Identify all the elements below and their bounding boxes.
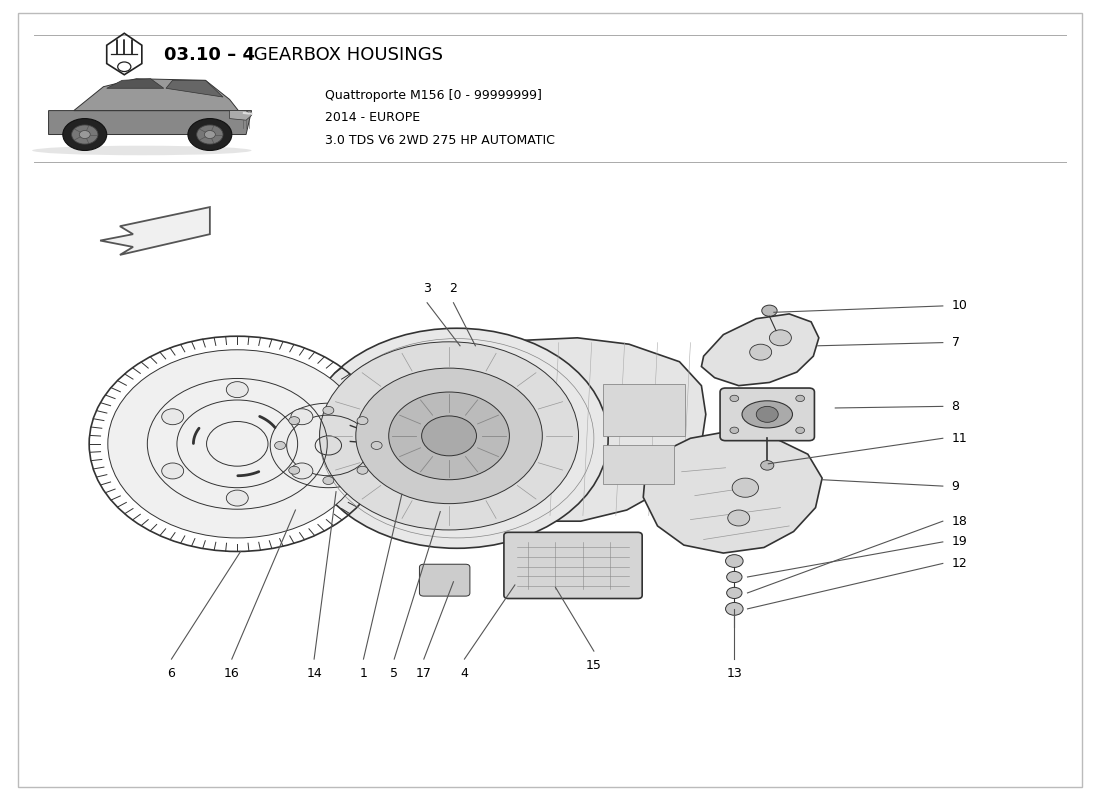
Circle shape	[323, 477, 333, 485]
Circle shape	[757, 406, 778, 422]
Circle shape	[108, 350, 366, 538]
Text: 13: 13	[726, 667, 742, 680]
Text: 7: 7	[952, 336, 959, 349]
Circle shape	[730, 427, 739, 434]
FancyBboxPatch shape	[504, 532, 642, 598]
Circle shape	[726, 602, 744, 615]
Circle shape	[227, 382, 249, 398]
Ellipse shape	[742, 401, 792, 428]
Circle shape	[227, 490, 249, 506]
Circle shape	[162, 463, 184, 479]
Text: Quattroporte M156 [0 - 99999999]: Quattroporte M156 [0 - 99999999]	[326, 89, 542, 102]
Circle shape	[761, 461, 773, 470]
Circle shape	[388, 392, 509, 480]
Polygon shape	[100, 207, 210, 255]
Text: 1: 1	[360, 667, 367, 680]
Text: 3: 3	[424, 282, 431, 294]
FancyBboxPatch shape	[720, 388, 814, 441]
Circle shape	[769, 330, 791, 346]
Circle shape	[726, 554, 744, 567]
Circle shape	[306, 328, 608, 548]
Polygon shape	[166, 80, 223, 97]
Circle shape	[271, 403, 386, 488]
Circle shape	[421, 416, 476, 456]
Circle shape	[290, 409, 312, 425]
Circle shape	[205, 130, 216, 138]
Circle shape	[371, 442, 382, 450]
Circle shape	[320, 342, 579, 530]
Text: 18: 18	[952, 514, 968, 528]
Circle shape	[290, 463, 312, 479]
Circle shape	[762, 305, 777, 316]
FancyBboxPatch shape	[603, 384, 685, 436]
Text: 5: 5	[390, 667, 398, 680]
Text: 9: 9	[952, 479, 959, 493]
Text: 2: 2	[450, 282, 458, 294]
Circle shape	[323, 406, 333, 414]
Circle shape	[197, 125, 223, 144]
Text: 15: 15	[586, 659, 602, 672]
FancyBboxPatch shape	[419, 564, 470, 596]
Text: 12: 12	[952, 557, 967, 570]
Circle shape	[727, 571, 742, 582]
Text: 03.10 – 4: 03.10 – 4	[164, 46, 255, 64]
FancyBboxPatch shape	[603, 446, 674, 484]
Circle shape	[358, 466, 368, 474]
Text: 10: 10	[952, 299, 968, 313]
Text: 4: 4	[461, 667, 469, 680]
Circle shape	[275, 442, 286, 450]
Text: 16: 16	[224, 667, 240, 680]
Polygon shape	[230, 110, 252, 120]
Polygon shape	[48, 110, 252, 134]
Circle shape	[358, 417, 368, 425]
Circle shape	[162, 409, 184, 425]
Circle shape	[733, 478, 759, 498]
Circle shape	[355, 368, 542, 504]
Polygon shape	[526, 338, 706, 521]
Circle shape	[795, 395, 804, 402]
Circle shape	[730, 395, 739, 402]
Text: 11: 11	[952, 432, 967, 445]
Circle shape	[79, 130, 90, 138]
Circle shape	[750, 344, 771, 360]
Circle shape	[72, 125, 98, 144]
Ellipse shape	[32, 146, 252, 155]
Text: 6: 6	[167, 667, 175, 680]
Text: 2014 - EUROPE: 2014 - EUROPE	[326, 111, 420, 124]
Circle shape	[728, 510, 750, 526]
Text: 19: 19	[952, 535, 967, 549]
Circle shape	[727, 587, 742, 598]
Circle shape	[288, 466, 299, 474]
Text: GEARBOX HOUSINGS: GEARBOX HOUSINGS	[249, 46, 443, 64]
Text: 14: 14	[306, 667, 322, 680]
Circle shape	[188, 118, 232, 150]
Text: 8: 8	[952, 400, 959, 413]
Polygon shape	[74, 78, 239, 110]
Polygon shape	[644, 430, 822, 553]
Circle shape	[288, 417, 299, 425]
Polygon shape	[107, 78, 164, 88]
Polygon shape	[702, 314, 818, 386]
Circle shape	[795, 427, 804, 434]
Circle shape	[63, 118, 107, 150]
Text: 17: 17	[416, 667, 432, 680]
Text: 3.0 TDS V6 2WD 275 HP AUTOMATIC: 3.0 TDS V6 2WD 275 HP AUTOMATIC	[326, 134, 554, 146]
